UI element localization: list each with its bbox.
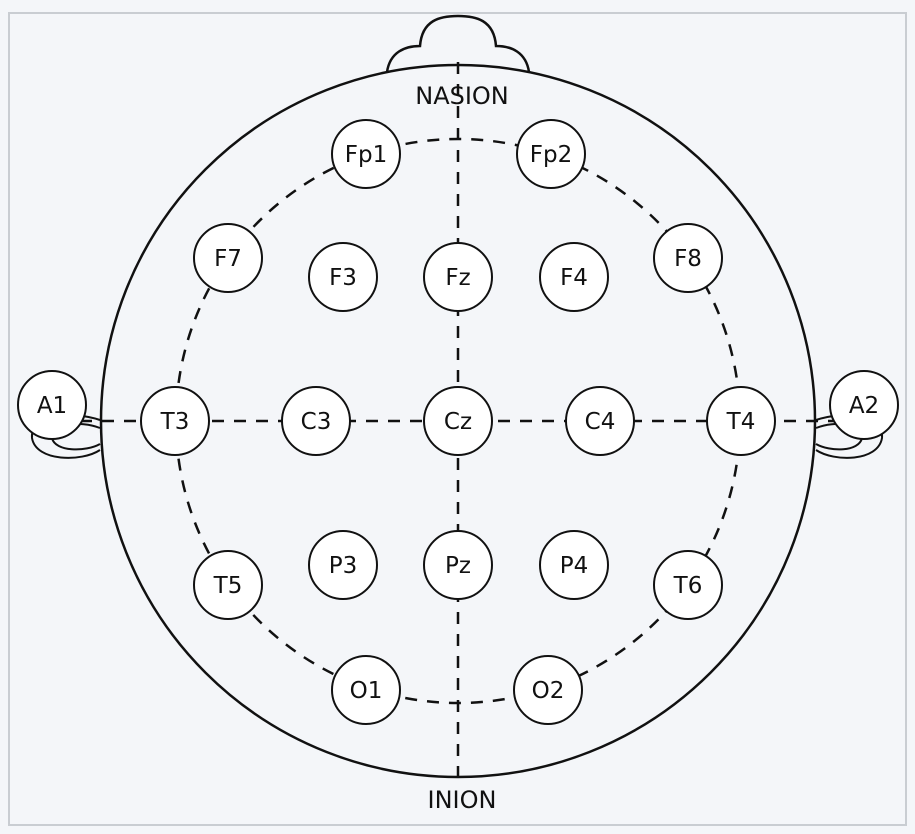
electrode-fp1: Fp1 (331, 119, 401, 189)
electrode-t6: T6 (653, 550, 723, 620)
svg-text:P3: P3 (329, 553, 358, 579)
svg-text:F4: F4 (560, 265, 588, 291)
svg-text:A2: A2 (849, 393, 879, 419)
nasion-label: NASION (415, 82, 509, 110)
svg-text:C4: C4 (585, 409, 616, 435)
electrode-a2: A2 (829, 370, 899, 440)
svg-text:A1: A1 (37, 393, 67, 419)
svg-text:T6: T6 (673, 573, 703, 599)
nose-outline (385, 14, 531, 73)
electrode-t3: T3 (140, 386, 210, 456)
electrode-fz: Fz (423, 242, 493, 312)
svg-text:O1: O1 (350, 678, 383, 704)
svg-text:Cz: Cz (444, 409, 472, 435)
svg-text:Pz: Pz (445, 553, 471, 579)
svg-text:T4: T4 (726, 409, 756, 435)
electrode-p4: P4 (539, 530, 609, 600)
electrode-p3: P3 (308, 530, 378, 600)
electrode-a1: A1 (17, 370, 87, 440)
svg-text:Fp1: Fp1 (345, 142, 387, 168)
svg-text:Fp2: Fp2 (530, 142, 572, 168)
electrode-fp2: Fp2 (516, 119, 586, 189)
svg-text:T3: T3 (160, 409, 190, 435)
electrode-o1: O1 (331, 655, 401, 725)
electrode-t4: T4 (706, 386, 776, 456)
electrode-f4: F4 (539, 242, 609, 312)
svg-text:Fz: Fz (445, 265, 470, 291)
svg-text:T5: T5 (213, 573, 243, 599)
electrode-f8: F8 (653, 223, 723, 293)
svg-text:F7: F7 (214, 246, 242, 272)
svg-text:F3: F3 (329, 265, 357, 291)
svg-text:P4: P4 (560, 553, 589, 579)
electrode-t5: T5 (193, 550, 263, 620)
electrode-o2: O2 (513, 655, 583, 725)
electrode-f3: F3 (308, 242, 378, 312)
inion-label: INION (428, 786, 497, 814)
electrode-cz: Cz (423, 386, 493, 456)
svg-text:O2: O2 (532, 678, 565, 704)
svg-text:C3: C3 (301, 409, 332, 435)
electrode-c3: C3 (281, 386, 351, 456)
svg-text:F8: F8 (674, 246, 702, 272)
electrode-c4: C4 (565, 386, 635, 456)
electrode-pz: Pz (423, 530, 493, 600)
electrode-f7: F7 (193, 223, 263, 293)
